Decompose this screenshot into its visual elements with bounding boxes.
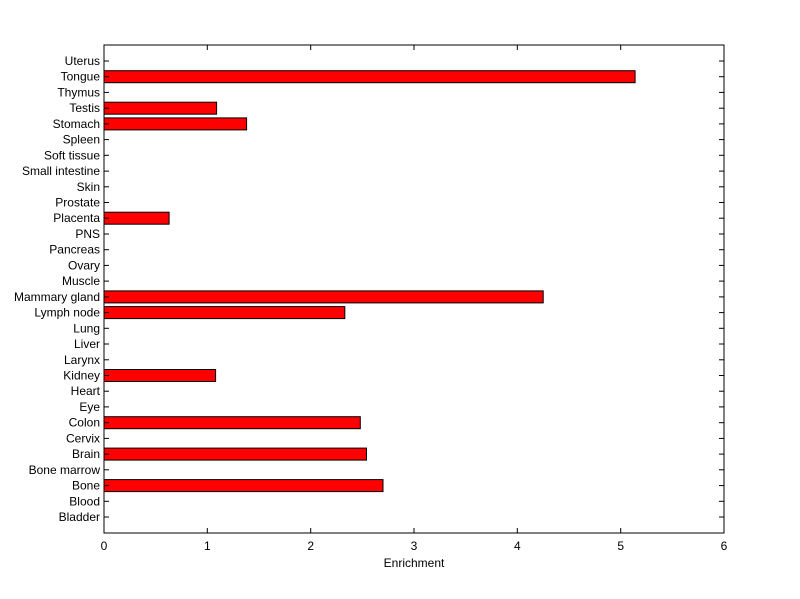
bar-placenta (103, 211, 170, 225)
bars-layer (103, 70, 636, 493)
x-axis-title: Enrichment (384, 556, 445, 570)
y-tick-label-lymph-node: Lymph node (34, 306, 100, 320)
bar-colon (103, 416, 361, 430)
bar-mammary-gland (103, 290, 544, 304)
x-tick-label-3: 3 (411, 539, 418, 553)
bar-bone (103, 479, 384, 493)
y-tick-label-thymus: Thymus (57, 85, 100, 99)
x-tick-label-0: 0 (101, 539, 108, 553)
y-tick-label-bone-marrow: Bone marrow (29, 463, 101, 477)
y-tick-label-colon: Colon (69, 416, 100, 430)
bar-brain (103, 447, 367, 461)
bar-kidney (103, 369, 217, 382)
y-tick-label-lung: Lung (73, 321, 100, 335)
bar-stomach (103, 117, 248, 131)
y-tick-label-spleen: Spleen (63, 133, 100, 147)
y-tick-label-heart: Heart (71, 384, 101, 398)
y-tick-label-bone: Bone (72, 479, 100, 493)
y-tick-label-testis: Testis (69, 101, 100, 115)
y-tick-label-blood: Blood (69, 494, 100, 508)
y-tick-label-liver: Liver (74, 337, 100, 351)
y-tick-label-skin: Skin (77, 180, 100, 194)
y-tick-label-uterus: Uterus (65, 54, 100, 68)
y-tick-label-muscle: Muscle (62, 274, 100, 288)
y-tick-label-ovary: Ovary (68, 258, 100, 272)
bar-tongue (103, 70, 636, 84)
y-tick-label-stomach: Stomach (53, 117, 100, 131)
x-tick-label-5: 5 (617, 539, 624, 553)
y-tick-label-cervix: Cervix (66, 431, 100, 445)
x-tick-label-6: 6 (721, 539, 728, 553)
x-axis-ticks: 0 1 2 3 4 5 6 (101, 45, 728, 553)
y-tick-label-bladder: Bladder (59, 510, 100, 524)
y-tick-label-pancreas: Pancreas (49, 243, 100, 257)
y-tick-label-larynx: Larynx (64, 353, 100, 367)
x-tick-label-1: 1 (204, 539, 211, 553)
y-tick-label-tongue: Tongue (61, 70, 101, 84)
y-tick-label-small-intestine: Small intestine (22, 164, 100, 178)
bar-lymph-node (103, 306, 346, 320)
y-tick-label-mammary-gland: Mammary gland (14, 290, 100, 304)
bar-testis (103, 101, 218, 115)
y-tick-label-prostate: Prostate (55, 196, 100, 210)
x-tick-label-2: 2 (307, 539, 314, 553)
y-tick-label-pns: PNS (75, 227, 100, 241)
y-tick-label-brain: Brain (72, 447, 100, 461)
y-tick-label-placenta: Placenta (53, 211, 100, 225)
y-tick-label-eye: Eye (79, 400, 100, 414)
x-tick-label-4: 4 (514, 539, 521, 553)
y-tick-label-kidney: Kidney (63, 369, 100, 383)
y-tick-label-soft-tissue: Soft tissue (44, 148, 100, 162)
